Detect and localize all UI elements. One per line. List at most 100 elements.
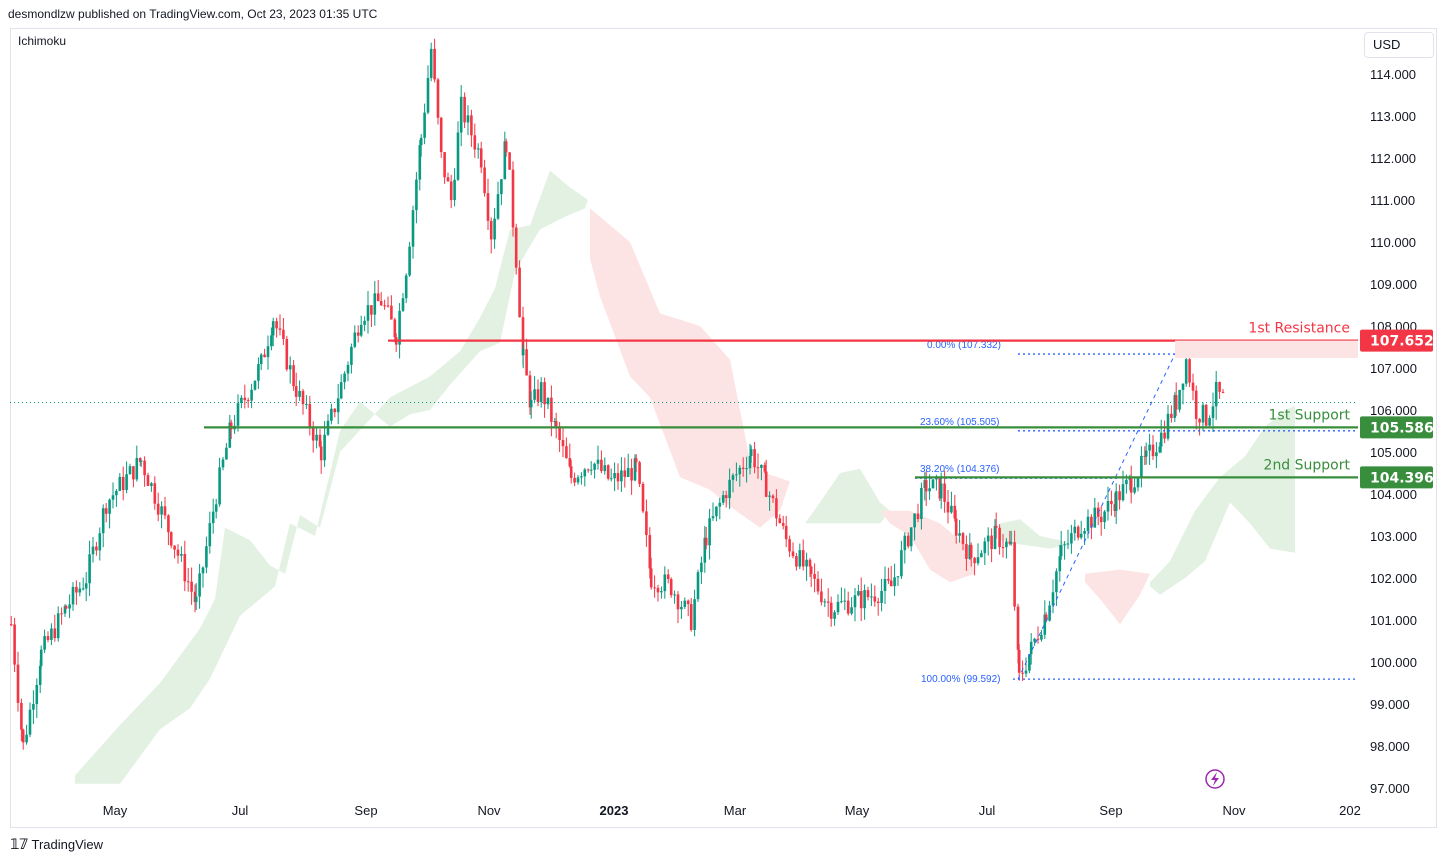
candle bbox=[278, 314, 282, 336]
candle-body bbox=[350, 346, 353, 365]
candle-body bbox=[376, 293, 380, 302]
candle bbox=[1144, 442, 1148, 465]
candle bbox=[214, 498, 218, 519]
candle-body bbox=[753, 449, 756, 468]
candle-body bbox=[528, 375, 532, 408]
candle bbox=[459, 85, 463, 147]
candle bbox=[1159, 419, 1163, 453]
candle-body bbox=[463, 96, 466, 123]
candle bbox=[104, 502, 108, 523]
candle-body bbox=[240, 397, 243, 404]
candle bbox=[573, 472, 576, 487]
candle-body bbox=[728, 479, 731, 499]
candle-body bbox=[1136, 478, 1140, 488]
candle bbox=[623, 457, 627, 488]
candle bbox=[833, 610, 836, 626]
candle-body bbox=[554, 421, 558, 427]
candle bbox=[973, 556, 976, 576]
candle-body bbox=[961, 533, 965, 545]
candle bbox=[660, 586, 663, 599]
candle bbox=[673, 590, 676, 604]
candle-body bbox=[91, 546, 95, 555]
candle-body bbox=[518, 267, 521, 318]
fib-level-label: 38.20% (104.376) bbox=[920, 464, 1000, 475]
candle-body bbox=[169, 532, 173, 546]
candle bbox=[1129, 465, 1133, 504]
time-axis[interactable]: May Jul Sep Nov 2023 Mar May Jul Sep Nov 202 bbox=[103, 803, 1361, 818]
candle-body bbox=[846, 600, 850, 614]
candle bbox=[259, 353, 263, 371]
candle bbox=[429, 42, 433, 82]
candle-body bbox=[370, 305, 373, 315]
candle-body bbox=[1043, 614, 1047, 635]
price-tick-label: 104.000 bbox=[1370, 487, 1417, 502]
candle-body bbox=[1009, 542, 1013, 544]
candle-body bbox=[393, 319, 397, 338]
candle bbox=[1073, 519, 1077, 541]
candle bbox=[784, 515, 788, 548]
candle bbox=[606, 464, 610, 481]
candle bbox=[356, 325, 360, 343]
candle-body bbox=[913, 513, 916, 528]
candle-body bbox=[935, 478, 938, 480]
candle bbox=[928, 474, 931, 500]
candle-body bbox=[1106, 501, 1110, 512]
candle-body bbox=[225, 447, 228, 460]
candle-body bbox=[259, 354, 263, 365]
candle bbox=[218, 457, 221, 507]
candle bbox=[163, 496, 167, 520]
candle-body bbox=[156, 503, 160, 515]
candle bbox=[128, 463, 132, 475]
candle-body bbox=[798, 550, 802, 567]
candle bbox=[84, 572, 88, 602]
candle bbox=[266, 335, 270, 370]
candle bbox=[183, 540, 187, 592]
candle-body bbox=[683, 600, 687, 607]
price-axis[interactable]: 114.000 113.000 112.000 111.000 110.000 109.0… bbox=[1360, 67, 1434, 796]
candle bbox=[528, 370, 532, 415]
candle bbox=[473, 123, 477, 158]
candle bbox=[721, 490, 725, 506]
candle bbox=[1029, 633, 1033, 665]
lightning-icon[interactable] bbox=[1205, 769, 1225, 789]
candle-body bbox=[850, 607, 853, 614]
candle-body bbox=[346, 364, 350, 374]
candle-body bbox=[64, 606, 68, 609]
cloud-segment-2 bbox=[805, 468, 890, 524]
candle bbox=[60, 607, 63, 625]
candle bbox=[680, 600, 683, 619]
candle-body bbox=[229, 422, 233, 430]
candle bbox=[600, 450, 603, 474]
candle bbox=[580, 472, 583, 485]
candle-body bbox=[111, 495, 115, 500]
candle bbox=[1174, 382, 1178, 416]
candle bbox=[1148, 433, 1151, 465]
currency-button[interactable]: USD bbox=[1364, 32, 1434, 58]
candle-body bbox=[160, 506, 163, 515]
time-tick-label: Nov bbox=[1222, 803, 1246, 818]
candle-body bbox=[285, 338, 289, 370]
candle-body bbox=[401, 298, 405, 311]
candle bbox=[626, 453, 630, 478]
price-tick-label: 103.000 bbox=[1370, 529, 1417, 544]
candle-body bbox=[924, 480, 928, 492]
candle-body bbox=[211, 511, 215, 524]
candle bbox=[778, 514, 782, 524]
candle-body bbox=[511, 169, 515, 228]
candle-body bbox=[228, 422, 232, 448]
candle-body bbox=[775, 498, 778, 519]
candle-body bbox=[954, 518, 958, 536]
candle bbox=[1005, 538, 1008, 559]
candle-body bbox=[63, 606, 67, 614]
candle-body bbox=[1036, 638, 1040, 640]
indicator-label[interactable]: Ichimoku bbox=[18, 34, 67, 48]
candle-body bbox=[315, 434, 318, 441]
candle-body bbox=[953, 505, 957, 519]
candle-body bbox=[46, 636, 50, 640]
candle-body bbox=[1013, 542, 1016, 607]
candle bbox=[418, 139, 422, 191]
candle-body bbox=[596, 459, 600, 464]
candle-body bbox=[859, 591, 863, 609]
candle bbox=[111, 482, 115, 509]
